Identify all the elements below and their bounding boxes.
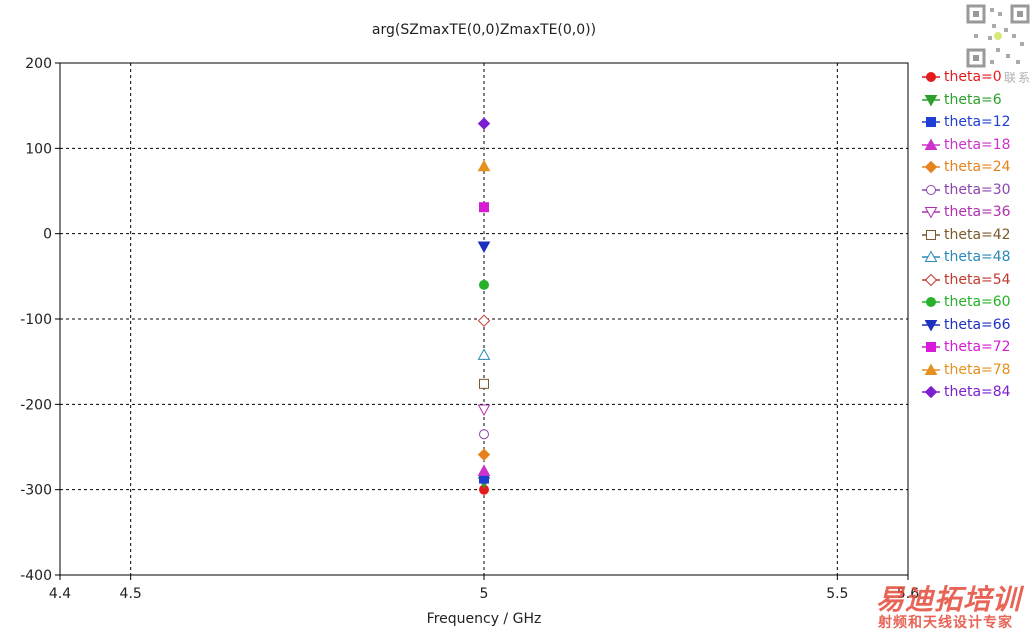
legend-marker: [924, 207, 938, 219]
data-points: [477, 117, 491, 495]
legend-item: theta=48: [920, 246, 1032, 269]
legend-marker: [924, 250, 938, 263]
legend-label: theta=0: [944, 69, 1002, 86]
legend-item: theta=66: [920, 314, 1032, 337]
legend-item: theta=0: [920, 66, 1032, 89]
y-tick-label: 100: [25, 141, 52, 157]
data-point: [477, 404, 491, 416]
data-point: [477, 448, 491, 461]
data-point: [477, 314, 491, 327]
legend-label: theta=18: [944, 136, 1011, 153]
legend-label: theta=60: [944, 294, 1011, 311]
legend-item: theta=24: [920, 156, 1032, 179]
data-point: [477, 159, 491, 172]
legend-label: theta=54: [944, 271, 1011, 288]
legend-marker: [924, 386, 938, 399]
y-axis-ticks: 200 100 0 -100 -200 -300 -400: [20, 56, 60, 584]
legend-marker: [926, 342, 936, 353]
legend-marker: [926, 297, 936, 308]
legend-item: theta=18: [920, 134, 1032, 157]
legend-item: theta=54: [920, 269, 1032, 292]
legend-label: theta=36: [944, 204, 1011, 221]
x-tick-label: 5.6: [897, 586, 919, 602]
legend-label: theta=42: [944, 226, 1011, 243]
legend-marker-icon: [922, 117, 940, 128]
data-point: [477, 464, 491, 476]
y-tick-label: 0: [43, 227, 52, 243]
data-point: [477, 241, 491, 254]
legend-marker: [924, 363, 938, 375]
legend-marker-icon: [922, 94, 940, 107]
y-tick-label: -200: [20, 397, 52, 413]
legend-marker-icon: [922, 184, 940, 195]
legend-item: theta=42: [920, 224, 1032, 247]
legend-marker-icon: [922, 207, 940, 219]
x-tick-label: 5.5: [826, 586, 848, 602]
legend-marker-icon: [922, 273, 940, 286]
legend-marker-icon: [922, 229, 940, 240]
data-point: [479, 429, 489, 440]
legend-item: theta=84: [920, 381, 1032, 404]
legend-marker-icon: [922, 297, 940, 308]
legend-item: theta=30: [920, 179, 1032, 202]
legend-label: theta=72: [944, 339, 1011, 356]
y-tick-label: -300: [20, 483, 52, 499]
legend-marker: [924, 273, 938, 286]
legend-item: theta=60: [920, 291, 1032, 314]
legend-marker: [926, 184, 936, 195]
legend-marker: [924, 319, 938, 332]
legend-label: theta=78: [944, 361, 1011, 378]
legend-marker-icon: [922, 138, 940, 150]
legend-marker: [924, 138, 938, 150]
data-point: [477, 117, 491, 130]
y-tick-label: 200: [25, 56, 52, 72]
legend-label: theta=84: [944, 384, 1011, 401]
legend-item: theta=12: [920, 111, 1032, 134]
legend-marker-icon: [922, 319, 940, 332]
legend-marker-icon: [922, 161, 940, 174]
legend-item: theta=72: [920, 336, 1032, 359]
x-axis-ticks: 4.4 4.5 5 5.5 5.6: [49, 575, 919, 602]
legend-marker-icon: [922, 386, 940, 399]
data-point: [479, 279, 489, 290]
legend-item: theta=78: [920, 359, 1032, 382]
legend-marker-icon: [922, 363, 940, 375]
legend-label: theta=6: [944, 91, 1002, 108]
legend-label: theta=30: [944, 181, 1011, 198]
legend-label: theta=66: [944, 316, 1011, 333]
legend-marker: [924, 161, 938, 174]
y-tick-label: -400: [20, 568, 52, 584]
x-tick-label: 5: [480, 586, 489, 602]
legend-item: theta=6: [920, 89, 1032, 112]
watermark-brand: 易迪拓培训: [876, 583, 1022, 616]
data-point: [477, 348, 491, 360]
x-axis-label: Frequency / GHz: [426, 611, 542, 627]
watermark-subtitle: 射频和天线设计专家: [878, 615, 1013, 631]
legend-label: theta=24: [944, 159, 1011, 176]
y-tick-label: -100: [20, 312, 52, 328]
qr-code-icon: [966, 4, 1030, 68]
legend-marker: [924, 94, 938, 107]
legend-marker: [926, 117, 936, 128]
legend-marker-icon: [922, 72, 940, 83]
legend-marker: [926, 72, 936, 83]
legend-item: theta=36: [920, 201, 1032, 224]
x-tick-label: 4.5: [120, 586, 142, 602]
legend-marker-icon: [922, 342, 940, 353]
legend-marker-icon: [922, 250, 940, 263]
data-point: [479, 202, 489, 213]
legend: theta=0 theta=6 theta=12 theta=18 theta=24 th…: [920, 66, 1032, 404]
legend-marker: [926, 229, 936, 240]
data-point: [479, 378, 489, 389]
legend-label: theta=48: [944, 249, 1011, 266]
chart-title: arg(SZmaxTE(0,0)ZmaxTE(0,0)): [371, 22, 597, 38]
watermark-contact: 联系: [1004, 71, 1033, 85]
legend-label: theta=12: [944, 114, 1011, 131]
x-tick-label: 4.4: [49, 586, 71, 602]
